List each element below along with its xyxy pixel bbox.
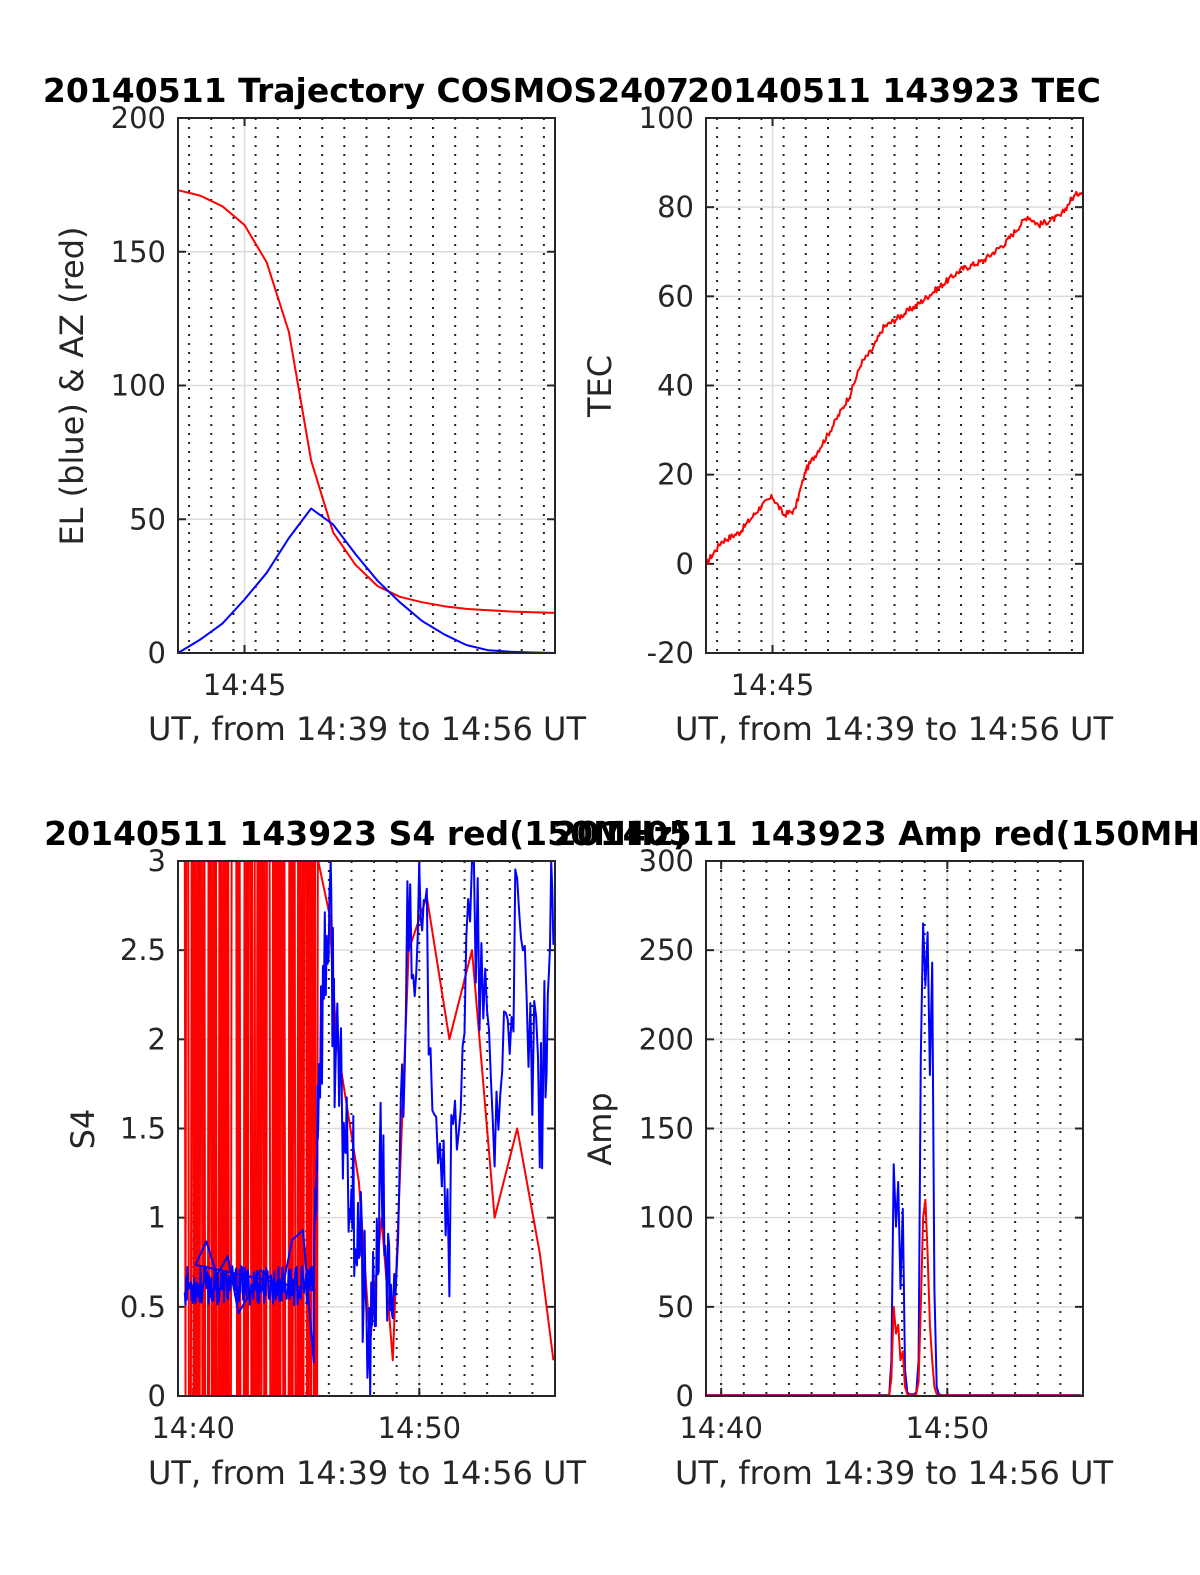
y-tick-label: 100	[111, 369, 166, 403]
y-tick-label: 200	[639, 1022, 694, 1056]
s4-plot-area: 0 0.5 1 1.5 2 2.5 3 14:40 14:50	[120, 844, 556, 1445]
x-tick-label: 14:45	[731, 668, 815, 702]
panel-s4: 0 0.5 1 1.5 2 2.5 3 14:40 14:50 20140511 143923 …	[44, 814, 688, 1492]
y-tick-label: 0	[676, 547, 694, 581]
axes-frame	[705, 860, 1084, 1397]
x-tick-label: 14:45	[203, 668, 287, 702]
tec-ylabel: TEC	[581, 355, 619, 418]
y-tick-label: 100	[639, 101, 694, 135]
y-tick-label: 0	[676, 1379, 694, 1413]
series-line-blue	[177, 507, 556, 654]
amp-title: 20140511 143923 Amp red(150MHz)	[554, 814, 1200, 853]
x-tick-label: 14:50	[378, 1411, 462, 1445]
trajectory-title: 20140511 Trajectory COSMOS2407	[43, 71, 689, 110]
s4-title: 20140511 143923 S4 red(150MHz)	[44, 814, 688, 853]
y-tick-label: 20	[657, 458, 694, 492]
panel-trajectory: 0 50 100 150 200 14:45 20140511 Trajectory CO…	[43, 71, 689, 748]
y-tick-label: 1	[148, 1201, 166, 1235]
y-tick-label: 50	[657, 1290, 694, 1324]
amp-plot-area: 0 50 100 150 200 250 300 14:40 14:50	[639, 844, 1084, 1445]
x-tick-label: 14:40	[679, 1411, 763, 1445]
s4-xlabel: UT, from 14:39 to 14:56 UT	[148, 1454, 586, 1492]
series-line-red	[177, 189, 556, 614]
y-tick-label: 250	[639, 933, 694, 967]
y-tick-label: 0	[148, 636, 166, 670]
y-tick-label: 0.5	[120, 1290, 166, 1324]
y-tick-label: 40	[657, 369, 694, 403]
y-tick-label: 200	[111, 101, 166, 135]
y-tick-label: 3	[148, 844, 166, 878]
series-line-blue	[706, 922, 1082, 1397]
y-tick-label: 150	[639, 1112, 694, 1146]
amp-ylabel: Amp	[581, 1092, 619, 1165]
y-tick-label: 1.5	[120, 1112, 166, 1146]
axes-frame	[177, 117, 556, 654]
y-tick-label: 80	[657, 190, 694, 224]
y-tick-label: 0	[148, 1379, 166, 1413]
y-tick-label: 300	[639, 844, 694, 878]
panel-tec: -20 0 20 40 60 80 100 14:45 20140511 143923 TEC…	[581, 71, 1113, 748]
y-tick-label: 60	[657, 279, 694, 313]
y-tick-label: 100	[639, 1201, 694, 1235]
series-line-red	[705, 190, 1083, 565]
trajectory-plot-area: 0 50 100 150 200 14:45	[111, 101, 556, 702]
x-tick-label: 14:50	[906, 1411, 990, 1445]
series-line-blue	[183, 860, 555, 1397]
tec-plot-area: -20 0 20 40 60 80 100 14:45	[639, 101, 1084, 702]
tec-xlabel: UT, from 14:39 to 14:56 UT	[675, 710, 1113, 748]
y-tick-label: -20	[647, 636, 694, 670]
y-tick-label: 2.5	[120, 933, 166, 967]
x-tick-label: 14:40	[151, 1411, 235, 1445]
y-tick-label: 150	[111, 235, 166, 269]
axes-frame	[705, 117, 1084, 654]
trajectory-xlabel: UT, from 14:39 to 14:56 UT	[148, 710, 586, 748]
s4-ylabel: S4	[64, 1109, 102, 1150]
axes-frame	[177, 860, 556, 1397]
panel-amp: 0 50 100 150 200 250 300 14:40 14:50 20140511 14…	[554, 814, 1200, 1492]
amp-xlabel: UT, from 14:39 to 14:56 UT	[675, 1454, 1113, 1492]
series-line-red	[706, 1198, 1082, 1397]
trajectory-ylabel: EL (blue) & AZ (red)	[53, 226, 91, 545]
tec-title: 20140511 143923 TEC	[687, 71, 1101, 110]
y-tick-label: 50	[129, 502, 166, 536]
y-tick-label: 2	[148, 1022, 166, 1056]
